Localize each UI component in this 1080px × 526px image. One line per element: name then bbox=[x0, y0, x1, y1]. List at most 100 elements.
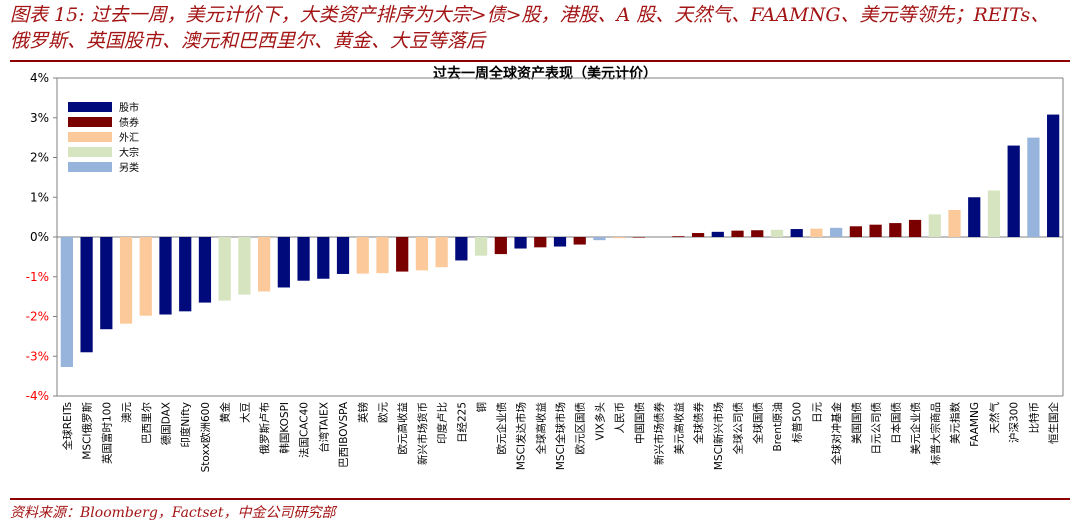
legend-label: 外汇 bbox=[119, 131, 139, 144]
legend-label: 另类 bbox=[119, 161, 139, 174]
bar bbox=[889, 223, 902, 237]
legend-swatch bbox=[68, 102, 112, 112]
y-tick-label: 2% bbox=[30, 151, 49, 165]
x-tick-label: 沪深300 bbox=[1008, 402, 1021, 443]
bar bbox=[238, 237, 251, 295]
legend-label: 大宗 bbox=[119, 146, 139, 159]
x-tick-label: 欧元高收益 bbox=[396, 402, 409, 455]
y-tick-label: 0% bbox=[30, 230, 49, 244]
category-labels: 全球REITs MSCI俄罗斯 英国富时100 澳元 巴西里尔 德国DAX 印度Nifty S… bbox=[61, 401, 1060, 472]
legend-swatch bbox=[68, 147, 112, 157]
y-tick-label: 1% bbox=[30, 190, 49, 204]
x-tick-label: 美元指数 bbox=[949, 402, 962, 444]
y-tick-label: -2% bbox=[26, 310, 49, 324]
bar bbox=[1027, 137, 1040, 237]
bar bbox=[928, 214, 941, 237]
legend-swatch bbox=[68, 162, 112, 172]
y-tick-label: -4% bbox=[26, 389, 49, 403]
bar bbox=[415, 237, 429, 271]
x-tick-label: 日元公司债 bbox=[870, 402, 883, 455]
bar bbox=[573, 237, 586, 245]
x-tick-label: 黄金 bbox=[219, 402, 232, 423]
x-tick-label: 印度Nifty bbox=[179, 402, 192, 448]
x-tick-label: 英镑 bbox=[357, 402, 370, 423]
x-tick-label: 韩国KOSPI bbox=[278, 402, 291, 454]
x-tick-label: 俄罗斯卢布 bbox=[258, 402, 271, 455]
figure-title: 图表 15: 过去一周，美元计价下，大类资产排序为大宗>债>股，港股、A 股、天… bbox=[10, 2, 1072, 54]
x-tick-label: Stoxx欧洲600 bbox=[200, 402, 212, 472]
legend-swatch bbox=[68, 117, 112, 127]
x-tick-label: MSCI新兴市场 bbox=[712, 402, 725, 470]
x-tick-label: 美国国债 bbox=[850, 402, 863, 444]
bar-chart: 过去一周全球资产表现（美元计价） 4%3%2%1%0%-1%-2%-3%-4% … bbox=[26, 65, 1064, 472]
x-tick-label: 全球对冲基金 bbox=[830, 402, 843, 465]
chart-title: 过去一周全球资产表现（美元计价） bbox=[433, 65, 657, 82]
bar bbox=[1007, 145, 1020, 237]
x-tick-label: MSCI全球市场 bbox=[554, 402, 567, 470]
x-tick-label: 天然气 bbox=[988, 402, 1001, 434]
bar bbox=[672, 236, 685, 237]
x-tick-label: 全球公司债 bbox=[732, 402, 745, 455]
x-tick-label: 澳元 bbox=[120, 402, 133, 423]
bar bbox=[179, 237, 192, 312]
bar bbox=[1047, 114, 1060, 237]
x-tick-label: 英国富时100 bbox=[100, 402, 113, 464]
x-tick-label: 标普500 bbox=[791, 402, 804, 443]
legend-label: 债券 bbox=[119, 116, 139, 129]
bar bbox=[376, 237, 389, 274]
bar bbox=[751, 230, 764, 237]
x-tick-label: 日元 bbox=[811, 402, 823, 423]
x-tick-label: 欧元 bbox=[377, 402, 389, 423]
y-tick-label: 4% bbox=[30, 71, 49, 85]
x-tick-label: 巴西里尔 bbox=[140, 402, 153, 444]
x-tick-label: VIX多头 bbox=[593, 402, 606, 440]
bar bbox=[869, 224, 882, 237]
bar bbox=[948, 209, 961, 237]
bar bbox=[435, 237, 448, 268]
x-tick-label: 全球债券 bbox=[692, 402, 705, 444]
x-tick-label: 日本国债 bbox=[889, 402, 902, 444]
bar bbox=[770, 229, 784, 237]
bar bbox=[297, 237, 310, 281]
bar bbox=[514, 237, 527, 249]
x-tick-label: 美元企业债 bbox=[909, 402, 922, 455]
x-tick-label: 美元高收益 bbox=[672, 402, 685, 455]
bar bbox=[849, 226, 862, 237]
top-divider bbox=[10, 60, 1070, 62]
bar bbox=[474, 237, 488, 256]
bar bbox=[336, 237, 350, 274]
bar bbox=[968, 197, 981, 237]
y-tick-label: 3% bbox=[30, 111, 49, 125]
x-tick-label: 台湾TAIEX bbox=[317, 402, 330, 453]
bar bbox=[159, 237, 172, 315]
x-tick-label: 全球高收益 bbox=[534, 402, 547, 455]
x-tick-label: MSCI发达市场 bbox=[515, 402, 528, 470]
bar bbox=[790, 229, 803, 237]
x-tick-label: 新兴市场债券 bbox=[653, 402, 666, 465]
bar bbox=[277, 237, 290, 288]
bar bbox=[908, 219, 922, 237]
x-tick-label: 全球国债 bbox=[751, 402, 764, 444]
bar bbox=[100, 237, 113, 330]
bar bbox=[830, 227, 843, 237]
x-tick-label: 巴西IBOVSPA bbox=[338, 401, 350, 468]
bottom-divider bbox=[10, 498, 1070, 500]
x-tick-label: 印度卢比 bbox=[436, 402, 449, 444]
x-tick-label: 新兴市场货币 bbox=[416, 402, 429, 465]
bar bbox=[731, 230, 744, 237]
bar bbox=[593, 237, 606, 241]
source-footer: 资料来源：Bloomberg，Factset，中金公司研究部 bbox=[10, 505, 336, 521]
x-tick-label: 欧元区国债 bbox=[574, 402, 587, 455]
bar bbox=[987, 190, 1001, 237]
bar bbox=[396, 237, 409, 272]
bar bbox=[613, 237, 626, 239]
x-tick-label: MSCI俄罗斯 bbox=[81, 402, 94, 460]
x-tick-label: FAAMNG bbox=[969, 402, 981, 447]
x-tick-label: 比特币 bbox=[1027, 402, 1040, 434]
bar bbox=[632, 237, 646, 238]
x-tick-label: 铜 bbox=[476, 402, 488, 413]
x-tick-label: 欧元企业债 bbox=[495, 402, 508, 455]
bar bbox=[810, 228, 823, 237]
bar-series bbox=[60, 114, 1060, 367]
x-tick-label: 人民币 bbox=[614, 402, 626, 434]
